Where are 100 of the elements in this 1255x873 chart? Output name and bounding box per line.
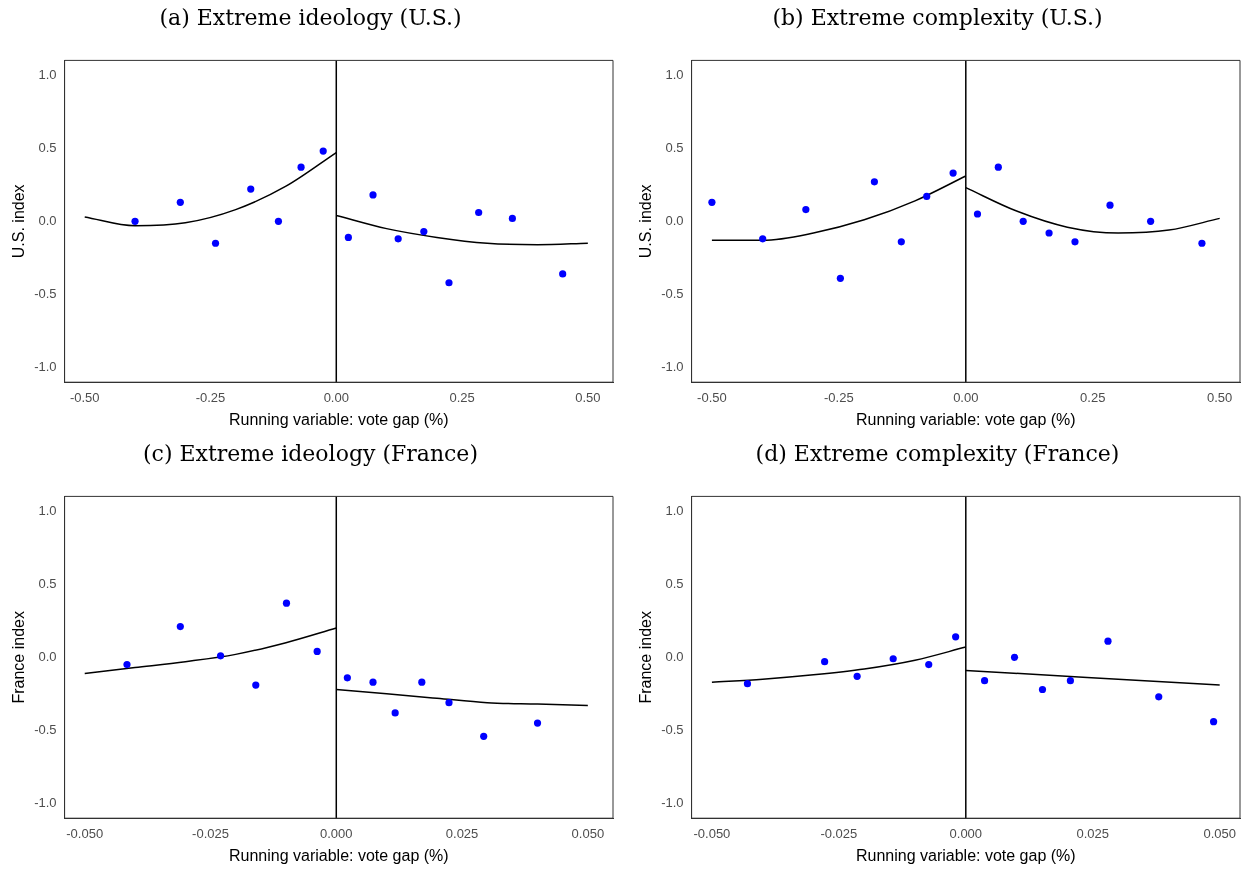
point <box>252 681 260 689</box>
point <box>343 674 351 682</box>
y-axis-title: U.S. index <box>637 184 655 259</box>
point <box>925 661 933 669</box>
point <box>445 279 453 287</box>
x-tick-label: 0.25 <box>449 389 475 405</box>
point <box>897 238 905 246</box>
x-tick-label: -0.025 <box>192 825 229 841</box>
y-tick-label: 1.0 <box>665 66 684 82</box>
y-tick-label: 0.0 <box>665 212 684 228</box>
x-tick-label: 0.25 <box>1080 389 1106 405</box>
x-tick-label: -0.50 <box>697 389 727 405</box>
point <box>508 214 516 222</box>
point <box>297 163 305 171</box>
y-axis-title: France index <box>10 611 28 704</box>
point <box>176 198 184 206</box>
point <box>1104 637 1112 645</box>
point <box>391 709 399 717</box>
point <box>821 658 829 666</box>
y-tick-label: -0.5 <box>34 286 57 302</box>
x-axis-title: Running variable: vote gap (%) <box>228 846 449 864</box>
y-tick-label: 0.0 <box>665 648 684 664</box>
y-tick-label: -1.0 <box>661 795 684 811</box>
x-tick-label: 0.000 <box>949 825 983 841</box>
point <box>980 677 989 685</box>
point <box>1066 677 1074 685</box>
point <box>369 678 377 686</box>
point <box>1147 217 1155 225</box>
x-tick-label: 0.50 <box>1207 389 1233 405</box>
point <box>743 680 752 688</box>
y-tick-label: 0.0 <box>38 212 57 228</box>
point <box>1071 238 1079 246</box>
y-tick-label: 1.0 <box>38 66 57 82</box>
point <box>176 622 184 631</box>
point <box>533 719 542 727</box>
point <box>1210 718 1218 726</box>
x-tick-label: -0.25 <box>824 389 854 405</box>
point <box>708 198 716 206</box>
x-axis-title: Running variable: vote gap (%) <box>228 410 449 428</box>
x-tick-label: 0.00 <box>953 389 979 405</box>
x-tick-label: 0.50 <box>575 389 601 405</box>
point <box>836 274 844 282</box>
point <box>131 217 139 225</box>
x-tick-label: 0.050 <box>571 825 605 841</box>
point <box>313 647 321 656</box>
point <box>889 655 897 663</box>
x-tick-label: -0.25 <box>195 389 226 405</box>
point <box>923 192 931 201</box>
y-tick-label: -1.0 <box>34 359 57 375</box>
y-tick-label: 1.0 <box>665 502 684 518</box>
x-tick-label: 0.000 <box>320 825 353 841</box>
point <box>802 206 810 214</box>
point <box>420 227 428 236</box>
y-tick-label: 0.0 <box>38 648 57 664</box>
x-axis-title: Running variable: vote gap (%) <box>855 846 1076 864</box>
y-tick-label: 0.5 <box>38 575 57 591</box>
y-tick-label: -1.0 <box>34 795 57 811</box>
y-tick-label: -0.5 <box>34 722 57 738</box>
y-axis-title: U.S. index <box>10 184 28 259</box>
point <box>1198 239 1206 247</box>
point <box>480 732 488 740</box>
y-tick-label: -0.5 <box>661 286 684 302</box>
y-tick-label: 0.5 <box>665 575 684 591</box>
y-tick-label: 0.5 <box>38 139 57 155</box>
point <box>1010 653 1019 661</box>
x-tick-label: -0.025 <box>820 825 858 841</box>
y-tick-label: -0.5 <box>661 722 684 738</box>
point <box>870 178 878 186</box>
chart-title: (d) Extreme complexity (France) <box>755 440 1120 466</box>
x-tick-label: -0.50 <box>69 389 100 405</box>
chart-title: (b) Extreme complexity (U.S.) <box>772 4 1103 30</box>
point <box>1106 201 1114 209</box>
y-axis-title: France index <box>637 611 655 704</box>
y-tick-label: 1.0 <box>38 502 57 518</box>
point <box>994 163 1002 171</box>
x-tick-label: -0.050 <box>66 825 104 841</box>
x-tick-label: 0.025 <box>445 825 479 841</box>
point <box>559 270 567 278</box>
point <box>973 210 982 218</box>
point <box>1155 693 1163 701</box>
x-axis-title: Running variable: vote gap (%) <box>855 410 1076 428</box>
point <box>949 169 957 177</box>
point <box>1038 685 1047 694</box>
point <box>216 652 225 660</box>
y-tick-label: -1.0 <box>661 359 684 375</box>
point <box>247 185 255 193</box>
chart-title: (c) Extreme ideology (France) <box>143 440 478 466</box>
x-tick-label: 0.050 <box>1203 825 1236 841</box>
chart-title: (a) Extreme ideology (U.S.) <box>159 4 462 30</box>
x-tick-label: 0.00 <box>323 389 349 405</box>
point <box>952 633 960 641</box>
point <box>369 191 377 199</box>
point <box>1045 229 1053 237</box>
point <box>211 239 220 247</box>
point <box>394 235 402 243</box>
point <box>418 678 426 686</box>
x-tick-label: 0.025 <box>1076 825 1110 841</box>
point <box>759 235 767 243</box>
point <box>1019 217 1027 225</box>
point <box>853 672 861 680</box>
